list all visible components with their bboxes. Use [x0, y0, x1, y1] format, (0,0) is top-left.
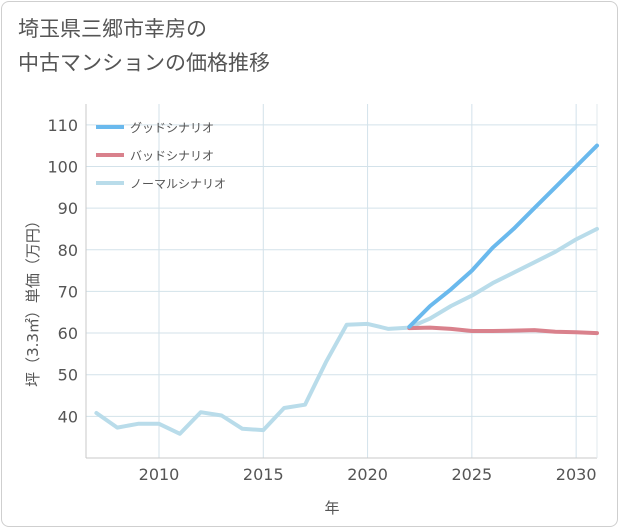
x-tick-label: 2010 [139, 465, 180, 484]
y-tick-label: 60 [58, 324, 78, 343]
x-tick-label: 2015 [243, 465, 284, 484]
chart-axes [85, 104, 598, 459]
y-axis-label: 坪（3.3㎡）単価（万円） [24, 213, 42, 387]
chart-title: 埼玉県三郷市幸房の中古マンションの価格推移 [18, 12, 270, 80]
x-tick-label: 2030 [556, 465, 597, 484]
x-axis-label: 年 [324, 499, 339, 517]
tick-labels: 40 50 60 70 80 90 100 110 2010 2015 2020 2025 2030 [47, 116, 596, 484]
series-line-1 [407, 143, 599, 329]
series-lines [94, 143, 599, 436]
y-tick-label: 80 [58, 241, 78, 260]
series-line-2 [407, 325, 599, 336]
chart-title-line-1: 埼玉県三郷市幸房の [18, 17, 207, 41]
legend-label: グッドシナリオ [130, 121, 214, 135]
chart-title-line-2: 中古マンションの価格推移 [18, 51, 270, 75]
x-tick-label: 2025 [451, 465, 492, 484]
legend-label: ノーマルシナリオ [130, 177, 226, 191]
x-tick-label: 2020 [347, 465, 388, 484]
y-tick-label: 70 [58, 282, 78, 301]
y-tick-label: 90 [58, 199, 78, 218]
y-tick-label: 110 [47, 116, 78, 135]
legend-label: バッドシナリオ [130, 149, 214, 163]
y-tick-label: 40 [58, 407, 78, 426]
y-tick-label: 50 [58, 366, 78, 385]
series-line-3 [94, 226, 599, 436]
y-tick-label: 100 [47, 157, 78, 176]
